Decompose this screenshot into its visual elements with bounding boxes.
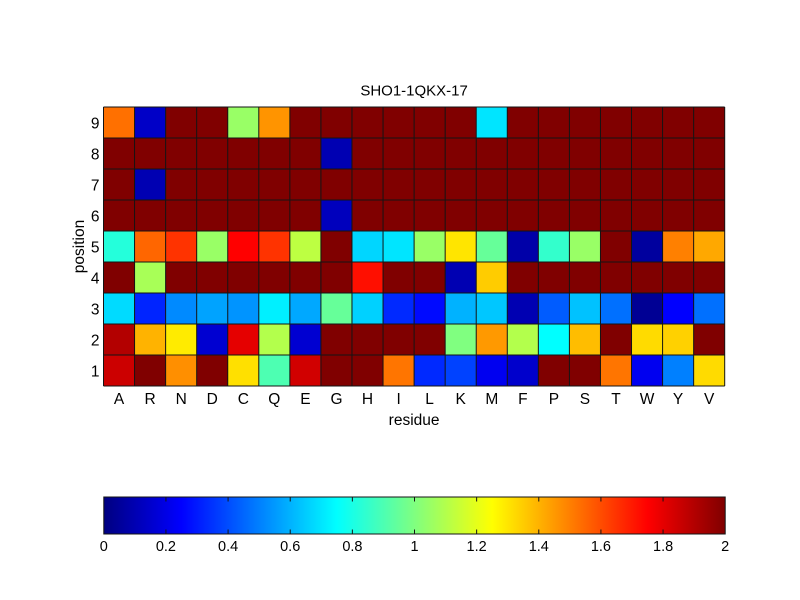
- svg-text:1.4: 1.4: [529, 539, 549, 555]
- svg-text:M: M: [485, 391, 498, 408]
- svg-text:D: D: [207, 391, 218, 408]
- svg-text:1.8: 1.8: [653, 539, 673, 555]
- svg-text:Q: Q: [268, 391, 280, 408]
- svg-text:5: 5: [91, 240, 100, 257]
- svg-text:position: position: [71, 220, 88, 273]
- svg-text:H: H: [362, 391, 373, 408]
- svg-text:F: F: [518, 391, 527, 408]
- svg-text:1.6: 1.6: [591, 539, 611, 555]
- svg-text:residue: residue: [389, 412, 440, 429]
- svg-text:1.2: 1.2: [467, 539, 487, 555]
- svg-text:C: C: [238, 391, 249, 408]
- svg-text:1: 1: [410, 539, 418, 555]
- svg-text:N: N: [176, 391, 187, 408]
- svg-text:0.4: 0.4: [218, 539, 238, 555]
- svg-text:K: K: [456, 391, 467, 408]
- svg-text:0.8: 0.8: [342, 539, 362, 555]
- svg-text:Y: Y: [673, 391, 683, 408]
- svg-text:2: 2: [721, 539, 729, 555]
- svg-text:1: 1: [91, 364, 100, 381]
- svg-text:8: 8: [91, 147, 100, 164]
- svg-text:0: 0: [100, 539, 108, 555]
- svg-text:0.2: 0.2: [156, 539, 176, 555]
- svg-text:P: P: [549, 391, 559, 408]
- svg-text:V: V: [704, 391, 715, 408]
- svg-text:3: 3: [91, 302, 100, 319]
- svg-text:4: 4: [91, 271, 100, 288]
- svg-text:SHO1-1QKX-17: SHO1-1QKX-17: [360, 83, 468, 100]
- svg-text:7: 7: [91, 178, 100, 195]
- svg-text:I: I: [396, 391, 400, 408]
- svg-text:9: 9: [91, 116, 100, 133]
- svg-text:A: A: [114, 391, 125, 408]
- svg-text:2: 2: [91, 333, 100, 350]
- svg-text:0.6: 0.6: [280, 539, 300, 555]
- svg-text:G: G: [330, 391, 342, 408]
- svg-text:L: L: [425, 391, 434, 408]
- svg-text:E: E: [300, 391, 310, 408]
- svg-text:T: T: [611, 391, 621, 408]
- svg-text:S: S: [580, 391, 590, 408]
- svg-text:W: W: [640, 391, 655, 408]
- svg-text:R: R: [144, 391, 155, 408]
- svg-text:6: 6: [91, 209, 100, 226]
